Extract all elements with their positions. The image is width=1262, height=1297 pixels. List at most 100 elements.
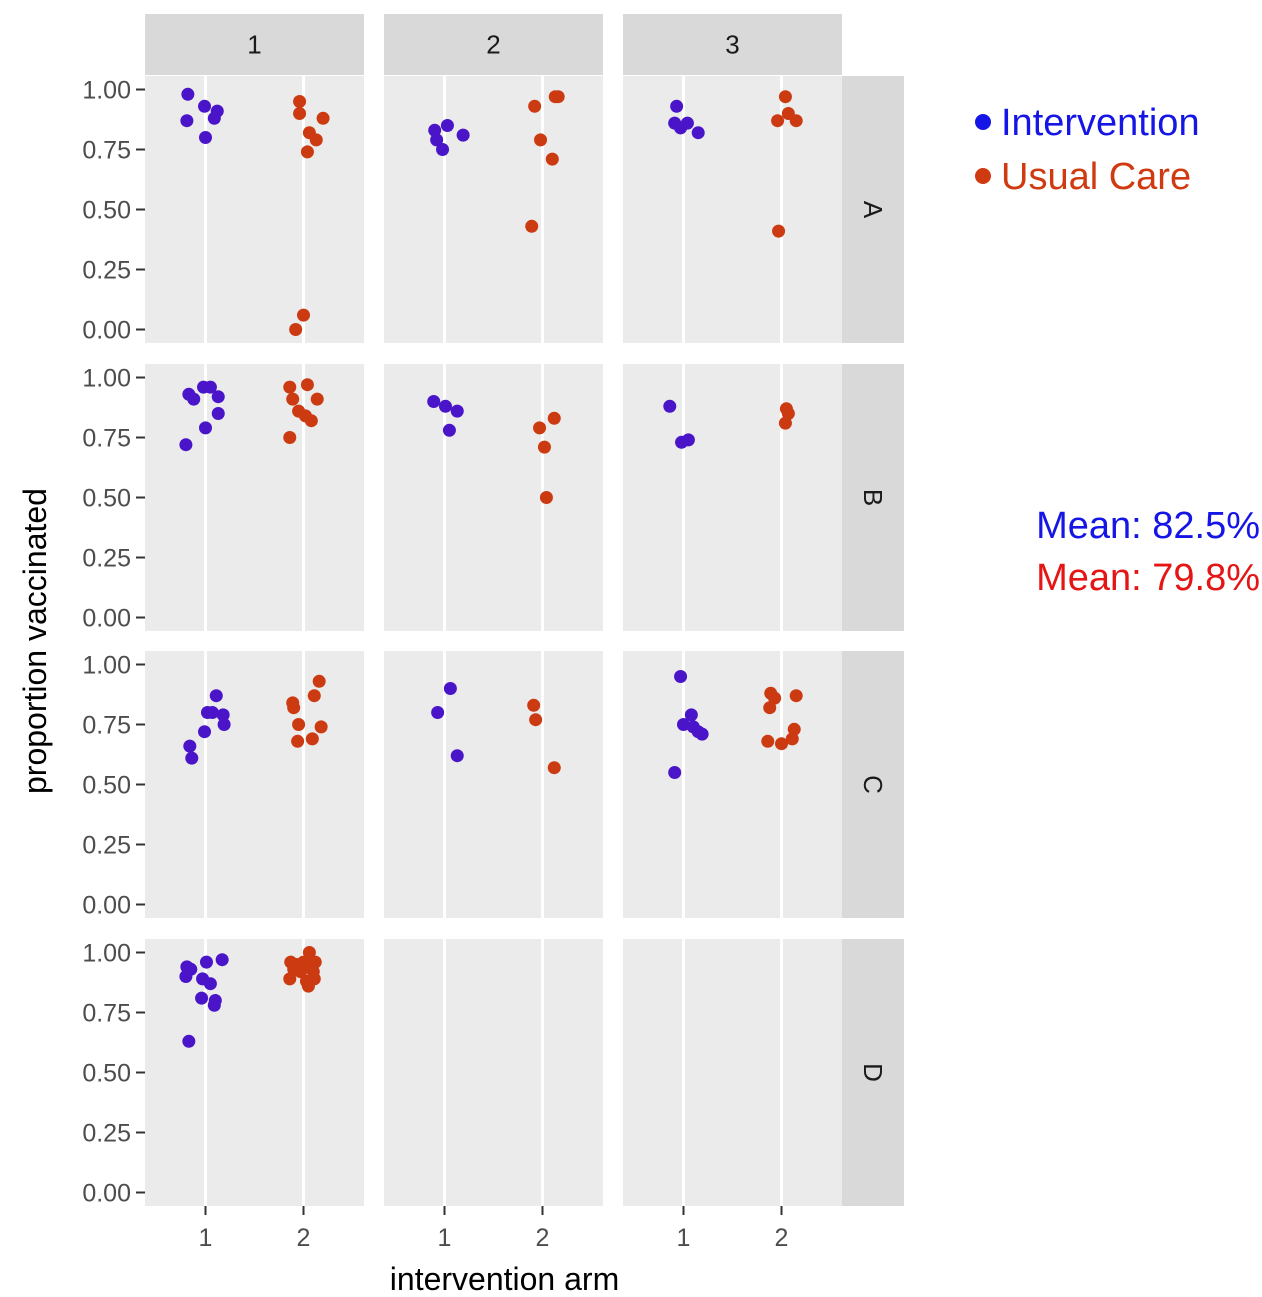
data-point-arm-2 — [789, 114, 803, 128]
data-point-arm-2 — [763, 701, 777, 715]
facet-strip-row-label: C — [858, 775, 888, 794]
panel-background — [384, 939, 603, 1206]
data-point-arm-1 — [183, 739, 197, 753]
data-point-arm-1 — [185, 751, 199, 765]
data-point-arm-2 — [778, 416, 792, 430]
data-point-arm-1 — [179, 438, 193, 452]
facet-strip-col-label: 3 — [725, 30, 739, 60]
data-point-arm-2 — [283, 972, 297, 986]
panel-background — [623, 939, 842, 1206]
facet-strip-row-B — [842, 364, 904, 631]
data-point-arm-2 — [294, 965, 308, 979]
data-point-arm-2 — [283, 380, 297, 394]
data-point-arm-2 — [297, 308, 310, 322]
data-point-arm-2 — [547, 761, 561, 775]
y-tick-label: 1.00 — [82, 365, 131, 393]
facet-strip-col-3 — [623, 14, 842, 75]
data-point-arm-2 — [316, 111, 330, 125]
y-tick-label: 0.25 — [82, 257, 131, 285]
data-point-arm-1 — [217, 718, 231, 731]
mean-intervention: Mean: 82.5% — [1036, 505, 1260, 547]
data-point-arm-2 — [293, 107, 307, 120]
x-tick-label: 1 — [677, 1224, 691, 1252]
data-point-arm-2 — [304, 414, 318, 428]
y-tick-label: 0.75 — [82, 425, 131, 453]
y-tick-label: 0.75 — [82, 1000, 131, 1028]
data-point-arm-2 — [300, 145, 314, 159]
data-point-arm-1 — [427, 395, 441, 408]
legend-label-intervention: Intervention — [1001, 102, 1200, 144]
data-point-arm-2 — [300, 378, 314, 392]
y-tick-label: 0.50 — [82, 1060, 131, 1088]
data-point-arm-1 — [450, 404, 464, 418]
facet-strip-col-1 — [145, 14, 364, 75]
data-point-arm-1 — [198, 99, 212, 113]
data-point-arm-2 — [302, 946, 316, 959]
data-point-arm-2 — [309, 133, 323, 147]
data-point-arm-2 — [785, 732, 799, 746]
data-point-arm-1 — [182, 1034, 196, 1048]
facet-strip-row-label: B — [858, 489, 888, 506]
x-axis-title: intervention arm — [390, 1261, 619, 1297]
data-point-arm-2 — [286, 392, 300, 406]
facet-strip-col-label: 1 — [247, 30, 261, 60]
data-point-arm-1 — [179, 970, 193, 983]
data-point-arm-2 — [287, 701, 301, 715]
data-point-arm-2 — [771, 114, 785, 128]
data-point-arm-2 — [301, 979, 315, 993]
panel-background — [145, 651, 364, 918]
y-tick-label: 1.00 — [82, 940, 131, 968]
data-point-arm-1 — [216, 708, 230, 722]
data-point-arm-1 — [195, 991, 209, 1005]
data-point-arm-2 — [307, 689, 321, 703]
data-point-arm-1 — [199, 955, 213, 969]
data-point-arm-1 — [674, 121, 688, 135]
y-tick-label: 0.00 — [82, 317, 131, 345]
data-point-arm-1 — [203, 977, 217, 991]
data-point-arm-1 — [436, 143, 450, 156]
panel-background — [384, 651, 603, 918]
panel-background — [145, 76, 364, 343]
data-point-arm-2 — [312, 674, 326, 688]
data-point-arm-2 — [775, 737, 788, 751]
y-tick-label: 0.25 — [82, 545, 131, 573]
data-point-arm-1 — [209, 689, 223, 703]
x-tick-label: 1 — [438, 1224, 452, 1252]
data-point-arm-2 — [534, 133, 548, 147]
facet-strip-row-label: A — [858, 201, 888, 219]
x-tick-label: 2 — [536, 1224, 550, 1252]
data-point-arm-2 — [291, 734, 305, 748]
data-point-arm-2 — [768, 691, 782, 705]
data-point-arm-1 — [450, 749, 464, 763]
data-point-arm-1 — [181, 87, 195, 101]
legend-dot-intervention — [975, 113, 991, 130]
data-point-arm-2 — [314, 720, 328, 734]
data-point-arm-2 — [310, 392, 324, 406]
data-point-arm-1 — [198, 725, 212, 739]
data-point-arm-1 — [203, 380, 217, 394]
data-point-arm-2 — [289, 323, 303, 336]
y-axis-title: proportion vaccinated — [17, 488, 53, 794]
panel-background — [623, 364, 842, 631]
y-tick-label: 0.00 — [82, 892, 131, 920]
facet-strip-row-C — [842, 651, 904, 918]
data-point-arm-2 — [283, 431, 297, 444]
data-point-arm-2 — [537, 440, 551, 454]
y-tick-label: 0.75 — [82, 137, 131, 165]
facet-strip-col-label: 2 — [486, 30, 500, 60]
y-tick-label: 0.00 — [82, 1180, 131, 1208]
data-point-arm-2 — [533, 421, 547, 435]
data-point-arm-1 — [211, 407, 225, 420]
data-point-arm-1 — [211, 390, 225, 404]
legend-item-intervention: Intervention — [975, 96, 1200, 150]
data-point-arm-2 — [529, 713, 543, 727]
panel-background — [145, 939, 364, 1206]
data-point-arm-1 — [207, 111, 221, 125]
data-point-arm-2 — [778, 90, 792, 104]
panel-background — [623, 651, 842, 918]
legend-item-usual-care: Usual Care — [975, 150, 1200, 204]
legend: Intervention Usual Care — [975, 96, 1200, 204]
data-point-arm-1 — [431, 706, 445, 719]
data-point-arm-2 — [293, 95, 307, 108]
